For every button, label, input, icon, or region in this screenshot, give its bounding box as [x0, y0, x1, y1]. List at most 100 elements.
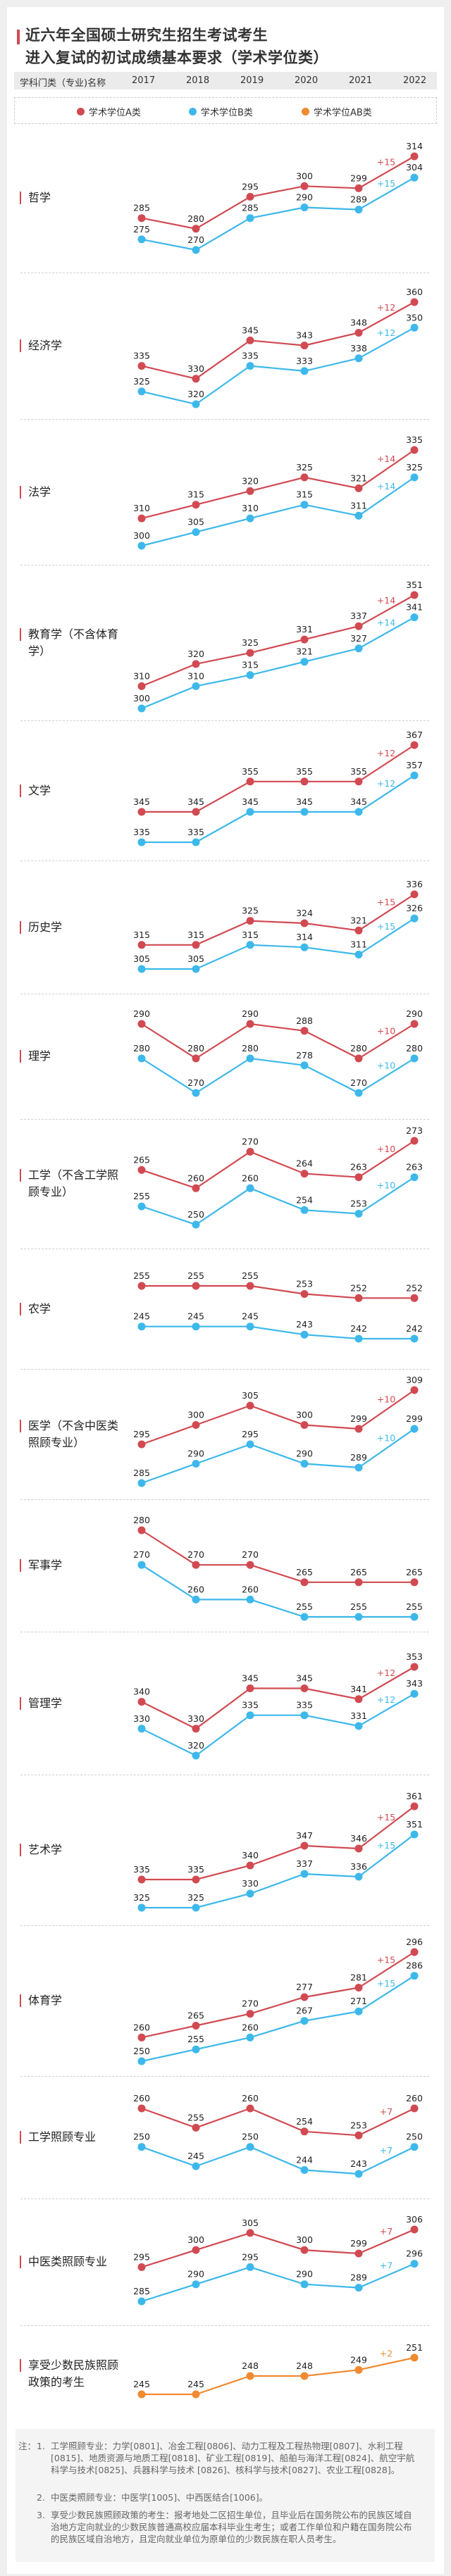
data-point [410, 473, 419, 482]
data-point [410, 1173, 419, 1182]
panel-divider [20, 1925, 429, 1926]
note-text: 中医类照顾专业：中医学[1005]、中西医结合[1006]。 [51, 2492, 268, 2503]
data-label: 251 [406, 2342, 423, 2353]
delta-label: +14 [377, 454, 395, 464]
data-label: 315 [242, 930, 259, 940]
data-label: 331 [350, 1711, 367, 1721]
data-label: 245 [133, 2379, 150, 2389]
data-label: 335 [133, 1864, 150, 1875]
data-point [192, 400, 200, 408]
data-label: 309 [406, 1375, 423, 1385]
delta-label: +7 [380, 2145, 393, 2156]
panel-divider [20, 1499, 429, 1500]
data-label: 320 [187, 649, 204, 659]
note-item: 1. 工学照顾专业：力学[0801]、冶金工程[0806]、动力工程及工程热物理… [37, 2440, 419, 2476]
title-line-2: 进入复试的初试成绩基本要求（学术学位类） [25, 49, 328, 66]
delta-label: +15 [377, 1812, 395, 1822]
data-label: 286 [406, 1961, 423, 1971]
series-line [141, 1530, 414, 1583]
panel-accent-bar [20, 1844, 21, 1856]
delta-label: +7 [380, 2261, 393, 2271]
data-label: 305 [242, 1390, 259, 1401]
panel-accent-bar [20, 1419, 21, 1432]
data-label: 367 [406, 730, 423, 740]
data-point [246, 487, 254, 495]
data-point [246, 941, 254, 949]
data-label: 345 [187, 796, 204, 807]
data-point [300, 777, 309, 786]
delta-label: +7 [380, 2106, 393, 2117]
data-label: 345 [296, 1673, 313, 1684]
data-label: 330 [133, 1713, 150, 1724]
panel-accent-bar [20, 485, 21, 499]
data-point [137, 1698, 146, 1706]
data-label: 253 [350, 1199, 367, 1209]
data-point [137, 2390, 146, 2399]
delta-label: +10 [377, 1433, 395, 1444]
legend-dot-icon [189, 108, 197, 115]
panel-label: 军事学 [28, 1558, 63, 1572]
data-label: 260 [133, 2093, 150, 2103]
delta-label: +12 [377, 748, 395, 758]
data-label: 320 [187, 1740, 204, 1751]
delta-label: +14 [377, 481, 395, 492]
header-year: 2018 [186, 75, 210, 86]
data-label: 243 [350, 2158, 367, 2169]
data-point [354, 329, 363, 337]
data-label: 245 [242, 1311, 259, 1322]
data-label: 345 [242, 1673, 259, 1684]
panel-label: 体育学 [28, 1994, 63, 2007]
data-label: 305 [187, 954, 204, 964]
data-point [410, 1663, 419, 1671]
note-text: 享受少数民族照顾政策的考生：报考地处二区招生单位，且毕业后在国务院公布的民族区域… [51, 2510, 412, 2544]
panel-label: 理学 [28, 1049, 51, 1063]
data-point [137, 2057, 146, 2065]
data-label: 321 [350, 473, 367, 483]
panel-divider [20, 2076, 429, 2077]
data-point [137, 1054, 146, 1063]
series-line [142, 744, 415, 813]
data-point [354, 777, 363, 786]
panel-accent-bar [20, 1302, 21, 1315]
data-label: 295 [242, 2251, 259, 2262]
data-label: 336 [406, 879, 423, 889]
data-point [137, 1165, 146, 1174]
data-point [410, 914, 419, 923]
data-label: 290 [296, 2269, 313, 2280]
data-label: 280 [133, 1515, 150, 1525]
data-point [354, 484, 363, 492]
delta-label: +15 [377, 921, 395, 932]
data-point [137, 941, 146, 949]
data-point [246, 1861, 254, 1870]
data-label: 273 [406, 1125, 423, 1136]
data-label: 347 [296, 1830, 313, 1841]
data-label: 281 [350, 1972, 367, 1983]
series-line [141, 616, 415, 710]
data-point [300, 1842, 309, 1850]
legend-dot-icon [302, 108, 309, 115]
data-label: 330 [242, 1878, 259, 1889]
series-line [141, 2107, 415, 2137]
data-point [137, 1903, 146, 1912]
data-label: 300 [187, 2234, 204, 2245]
data-label: 277 [296, 1982, 313, 1992]
data-label: 325 [296, 462, 313, 473]
data-label: 288 [296, 1015, 313, 1026]
data-label: 300 [296, 1410, 313, 1420]
data-point [410, 1425, 419, 1433]
data-point [354, 184, 363, 192]
series-line [141, 1176, 415, 1226]
data-label: 299 [406, 1413, 423, 1424]
data-label: 263 [406, 1162, 423, 1173]
data-label: 351 [406, 1819, 423, 1830]
table-header: 学科门类（专业)名称 2017 2018 2019 2020 2021 2022 [14, 72, 437, 89]
data-label: 310 [242, 503, 259, 513]
panel-label: 历史学 [28, 920, 63, 934]
data-label: 306 [406, 2214, 423, 2225]
data-label: 348 [350, 318, 367, 328]
data-label: 255 [406, 1601, 423, 1612]
panel-accent-bar [20, 1050, 21, 1063]
data-label: 290 [187, 2269, 204, 2280]
data-point [300, 635, 309, 644]
data-point [300, 1993, 309, 2001]
